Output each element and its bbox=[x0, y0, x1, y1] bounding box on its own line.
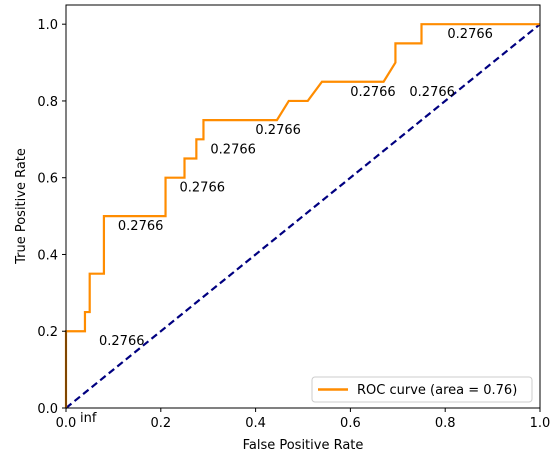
threshold-annotation: 0.2766 bbox=[99, 334, 145, 349]
threshold-annotation: 0.2766 bbox=[255, 123, 301, 138]
x-ticks: 0.0 0.2 0.4 0.6 0.8 1.0 bbox=[56, 408, 551, 431]
threshold-annotation: 0.2766 bbox=[350, 85, 396, 100]
threshold-annotation: inf bbox=[80, 411, 97, 426]
y-axis-label: True Positive Rate bbox=[14, 148, 29, 265]
legend: ROC curve (area = 0.76) bbox=[311, 376, 533, 403]
x-tick-label: 0.8 bbox=[435, 416, 456, 431]
y-tick-label: 0.0 bbox=[37, 402, 58, 417]
x-axis-label: False Positive Rate bbox=[243, 438, 364, 453]
y-tick-label: 1.0 bbox=[37, 18, 58, 33]
plot-frame bbox=[65, 4, 541, 409]
threshold-annotation: 0.2766 bbox=[447, 27, 493, 42]
threshold-annotation: 0.2766 bbox=[118, 219, 163, 234]
legend-box bbox=[311, 376, 533, 403]
y-tick-label: 0.8 bbox=[37, 95, 58, 110]
threshold-annotation: 0.2766 bbox=[210, 142, 256, 157]
y-ticks: 0.0 0.2 0.4 0.6 0.8 1.0 bbox=[37, 18, 66, 417]
x-tick-label: 0.6 bbox=[340, 416, 361, 431]
x-tick-label: 1.0 bbox=[530, 416, 551, 431]
x-tick-label: 0.2 bbox=[150, 416, 171, 431]
y-tick-label: 0.4 bbox=[37, 248, 58, 263]
legend-label: ROC curve (area = 0.76) bbox=[357, 383, 517, 398]
y-tick-label: 0.6 bbox=[37, 172, 58, 187]
chance-diagonal-line bbox=[65, 23, 541, 409]
x-tick-label: 0.0 bbox=[56, 416, 77, 431]
y-tick-label: 0.2 bbox=[37, 325, 58, 340]
plot-layer: inf 0.2766 0.2766 0.2766 0.2766 0.2766 0.2766 0… bbox=[64, 23, 541, 426]
threshold-annotation: 0.2766 bbox=[409, 85, 455, 100]
roc-curve-line bbox=[64, 23, 540, 408]
threshold-annotation: 0.2766 bbox=[180, 181, 226, 196]
x-tick-label: 0.4 bbox=[245, 416, 266, 431]
